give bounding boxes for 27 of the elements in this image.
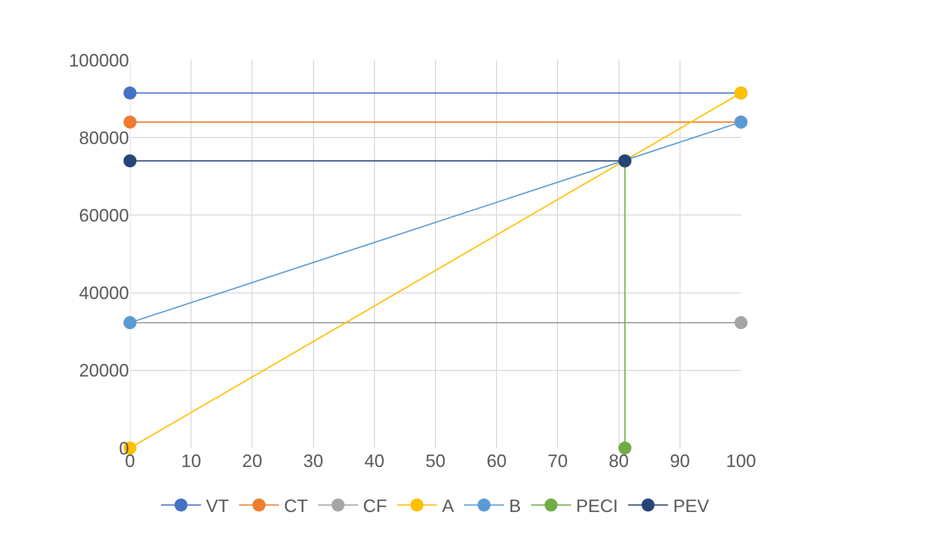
legend-label: CF	[363, 496, 388, 516]
legend-label: PEV	[673, 496, 710, 516]
x-tick-label: 100	[726, 451, 756, 471]
y-tick-label: 80000	[78, 128, 129, 148]
legend-label: CT	[284, 496, 308, 516]
y-tick-label: 40000	[78, 283, 129, 304]
x-tick-label: 90	[670, 451, 690, 471]
legend-label: PECI	[576, 496, 618, 516]
x-tick-label: 30	[303, 451, 324, 471]
x-tick-label: 10	[181, 451, 202, 471]
x-tick-label: 60	[486, 451, 507, 471]
x-tick-label: 40	[364, 451, 384, 471]
point	[734, 316, 748, 330]
point	[618, 442, 632, 454]
x-tick-label: 50	[425, 451, 446, 471]
legend-label: A	[442, 496, 454, 516]
y-tick-label: 20000	[78, 360, 129, 381]
point	[124, 154, 136, 168]
x-tick-label: 80	[608, 451, 629, 471]
y-tick-label: 100000	[68, 50, 129, 70]
y-tick-label: 60000	[78, 206, 129, 226]
x-tick-label: 70	[548, 451, 568, 471]
x-tick-label: 20	[242, 451, 262, 471]
legend-label: B	[509, 496, 522, 516]
point	[124, 116, 136, 129]
legend-label: VT	[206, 496, 230, 516]
point	[124, 86, 136, 100]
